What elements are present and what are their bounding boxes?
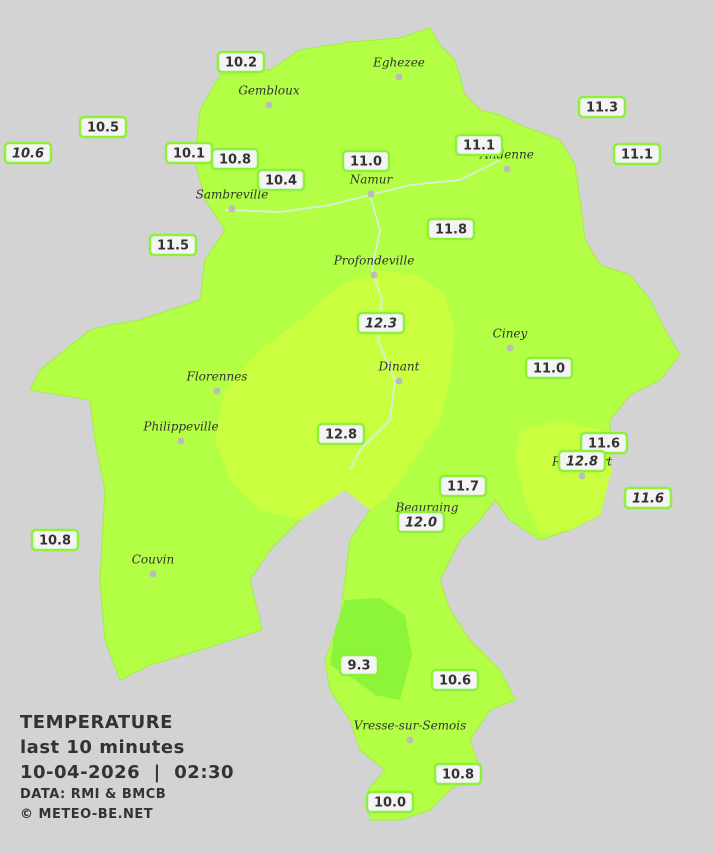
town-dot [395, 377, 403, 385]
town-label: Florennes [186, 370, 248, 384]
town-dot [149, 570, 157, 578]
town-label: Sambreville [196, 188, 269, 202]
station-box [524, 356, 574, 380]
station-box [3, 141, 53, 165]
station-box [365, 790, 415, 814]
legend-credit: © METEO-BE.NET [20, 807, 154, 822]
town-dot [406, 736, 414, 744]
station-value: 10.5 [87, 121, 119, 136]
station-value: 10.1 [173, 147, 205, 162]
station-box [577, 95, 627, 119]
station-box [433, 762, 483, 786]
town-dot [367, 190, 375, 198]
town-label: Couvin [132, 553, 174, 567]
station-box [148, 233, 198, 257]
station-box [623, 486, 673, 510]
town-dot [506, 344, 514, 352]
station-value: 10.6 [439, 674, 471, 689]
station-box [341, 149, 391, 173]
town-dot [213, 387, 221, 395]
station-value: 12.8 [325, 428, 357, 443]
town-label: Eghezee [372, 56, 425, 70]
town-dot [395, 73, 403, 81]
station-value: 11.5 [157, 239, 189, 254]
town-dot [370, 271, 378, 279]
station-value: 10.2 [225, 56, 257, 71]
legend-datetime: 10-04-2026 | 02:30 [20, 762, 235, 783]
station-value: 11.7 [447, 480, 479, 495]
station-value: 11.6 [632, 492, 664, 507]
town-label: Gembloux [238, 84, 300, 98]
station-box [438, 474, 488, 498]
station-value: 10.0 [374, 796, 406, 811]
station-box [256, 168, 306, 192]
station-value: 11.6 [588, 437, 620, 452]
station-value: 11.8 [435, 223, 467, 238]
station-value: 10.4 [265, 174, 297, 189]
station-box [426, 217, 476, 241]
station-value: 11.1 [621, 148, 653, 163]
station-box [210, 147, 260, 171]
town-label: Vresse-sur-Semois [354, 719, 467, 733]
town-label: Profondeville [333, 254, 415, 268]
station-value: 11.0 [533, 362, 565, 377]
station-value: 11.3 [586, 101, 618, 116]
town-label: Philippeville [142, 420, 218, 434]
station-box [78, 115, 128, 139]
station-box [30, 528, 80, 552]
station-value: 10.6 [12, 147, 44, 162]
station-box [356, 311, 406, 335]
station-box [316, 422, 366, 446]
station-box [216, 50, 266, 74]
town-dot [503, 165, 511, 173]
station-value: 9.3 [347, 659, 370, 674]
town-label: Dinant [378, 360, 420, 374]
town-dot [177, 437, 185, 445]
station-box [396, 510, 446, 534]
station-box [612, 142, 662, 166]
station-value: 10.8 [442, 768, 474, 783]
legend-title: TEMPERATURE [20, 712, 173, 733]
town-label: Namur [349, 173, 394, 187]
station-value: 12.8 [566, 455, 598, 470]
station-box [338, 653, 380, 677]
legend-source: DATA: RMI & BMCB [20, 787, 167, 802]
station-box [430, 668, 480, 692]
legend: TEMPERATURE last 10 minutes 10-04-2026 |… [20, 710, 234, 825]
station-value: 10.8 [39, 534, 71, 549]
station-box [454, 133, 504, 157]
station-value: 12.3 [365, 317, 397, 332]
station-value: 10.8 [219, 153, 251, 168]
station-box [557, 449, 607, 473]
town-dot [265, 101, 273, 109]
station-value: 11.1 [463, 139, 495, 154]
station-value: 12.0 [405, 516, 437, 531]
town-dot [578, 472, 586, 480]
station-value: 11.0 [350, 155, 382, 170]
town-label: Ciney [493, 327, 528, 341]
town-dot [228, 205, 236, 213]
legend-subtitle: last 10 minutes [20, 737, 185, 758]
